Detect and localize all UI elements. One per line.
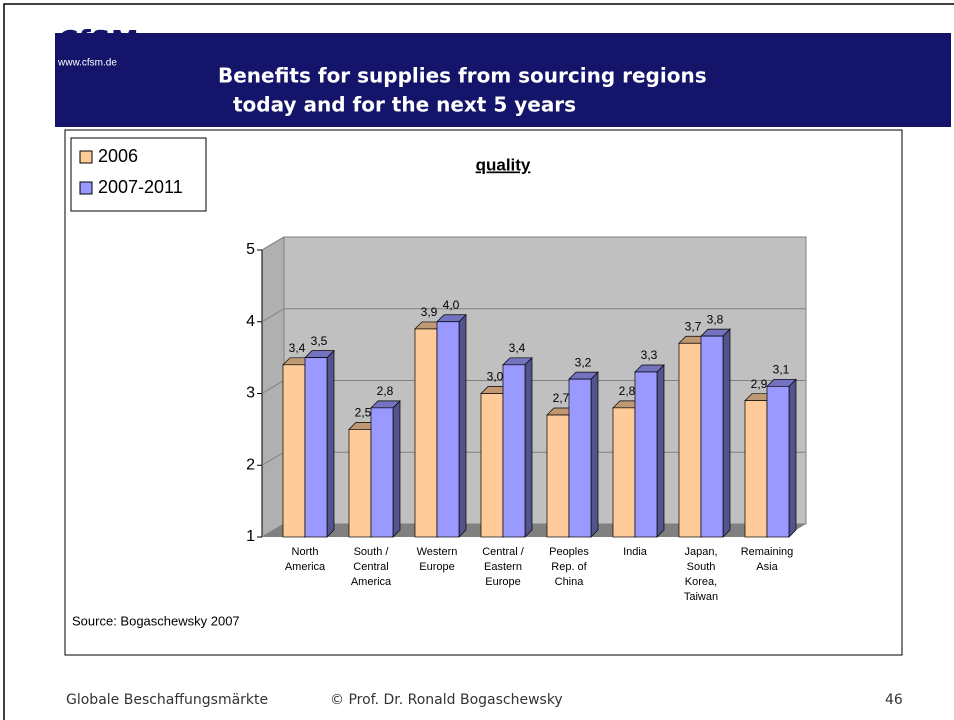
- bar: [568, 378, 592, 538]
- value-label: 2,8: [619, 384, 636, 398]
- value-label: 3,2: [575, 355, 592, 369]
- bar: [634, 371, 658, 538]
- bar: [436, 321, 460, 538]
- x-tick-label: South / Central America: [350, 546, 392, 588]
- x-tick-label: Central / Eastern Europe: [482, 546, 524, 588]
- bar-side: [656, 364, 665, 538]
- bar: [414, 328, 438, 538]
- bar: [480, 393, 504, 538]
- bar: [502, 364, 526, 538]
- x-tick-label: North America: [284, 546, 326, 573]
- y-tick-label: 5: [246, 241, 255, 258]
- bar-side: [590, 371, 599, 538]
- value-label: 2,8: [377, 384, 394, 398]
- header-title: Benefits for supplies from sourcing regi…: [218, 64, 707, 88]
- y-tick-label: 4: [246, 313, 255, 330]
- value-label: 2,7: [553, 391, 570, 405]
- bar-side: [788, 378, 797, 538]
- header-title: today and for the next 5 years: [233, 93, 576, 117]
- grid-line: [261, 236, 806, 251]
- value-label: 3,8: [707, 312, 724, 326]
- bar-side: [524, 356, 533, 538]
- bar: [744, 400, 768, 538]
- bar-side: [458, 313, 467, 538]
- legend-label: 2007-2011: [98, 177, 183, 197]
- value-label: 4,0: [443, 298, 460, 312]
- value-label: 2,5: [355, 406, 372, 420]
- value-label: 3,1: [773, 362, 790, 376]
- bar-side: [392, 400, 401, 538]
- grid-line: [261, 308, 806, 323]
- value-label: 3,5: [311, 334, 328, 348]
- value-label: 3,0: [487, 370, 504, 384]
- bar: [612, 407, 636, 538]
- page-number: 46: [885, 692, 903, 708]
- bar: [304, 357, 328, 538]
- header-bar: [55, 33, 951, 127]
- legend-label: 2006: [98, 146, 138, 166]
- value-label: 2,9: [751, 377, 768, 391]
- x-tick-label: India: [623, 546, 647, 558]
- bar: [282, 364, 306, 538]
- bar: [348, 429, 372, 538]
- x-tick-label: Japan, South Korea, Taiwan: [683, 546, 719, 603]
- logo: CfSM: [58, 24, 139, 57]
- bar: [766, 385, 790, 538]
- legend-box: [70, 137, 207, 212]
- value-label: 3,9: [421, 305, 438, 319]
- legend-swatch: [79, 150, 93, 164]
- y-tick-label: 3: [246, 385, 255, 402]
- x-tick-label: Western Europe: [416, 546, 458, 573]
- footer-center: © Prof. Dr. Ronald Bogaschewsky: [330, 692, 563, 708]
- bar: [678, 342, 702, 538]
- chart-title: quality: [476, 155, 531, 174]
- y-tick-label: 1: [246, 528, 255, 545]
- bar: [546, 414, 570, 538]
- bar: [370, 407, 394, 538]
- x-tick-label: Peoples Rep. of China: [549, 546, 589, 588]
- source: Source: Bogaschewsky 2007: [72, 613, 240, 628]
- slide-frame: [3, 3, 954, 720]
- y-tick-label: 2: [246, 456, 255, 473]
- url: www.cfsm.de: [57, 58, 117, 69]
- footer-left: Globale Beschaffungsmärkte: [66, 692, 268, 708]
- value-label: 3,7: [685, 319, 702, 333]
- value-label: 3,4: [509, 341, 526, 355]
- legend-swatch: [79, 181, 93, 195]
- x-tick-label: Remaining Asia: [740, 546, 794, 573]
- value-label: 3,3: [641, 348, 658, 362]
- bar: [700, 335, 724, 538]
- value-label: 3,4: [289, 341, 306, 355]
- bar-side: [326, 349, 335, 538]
- bar-side: [722, 328, 731, 538]
